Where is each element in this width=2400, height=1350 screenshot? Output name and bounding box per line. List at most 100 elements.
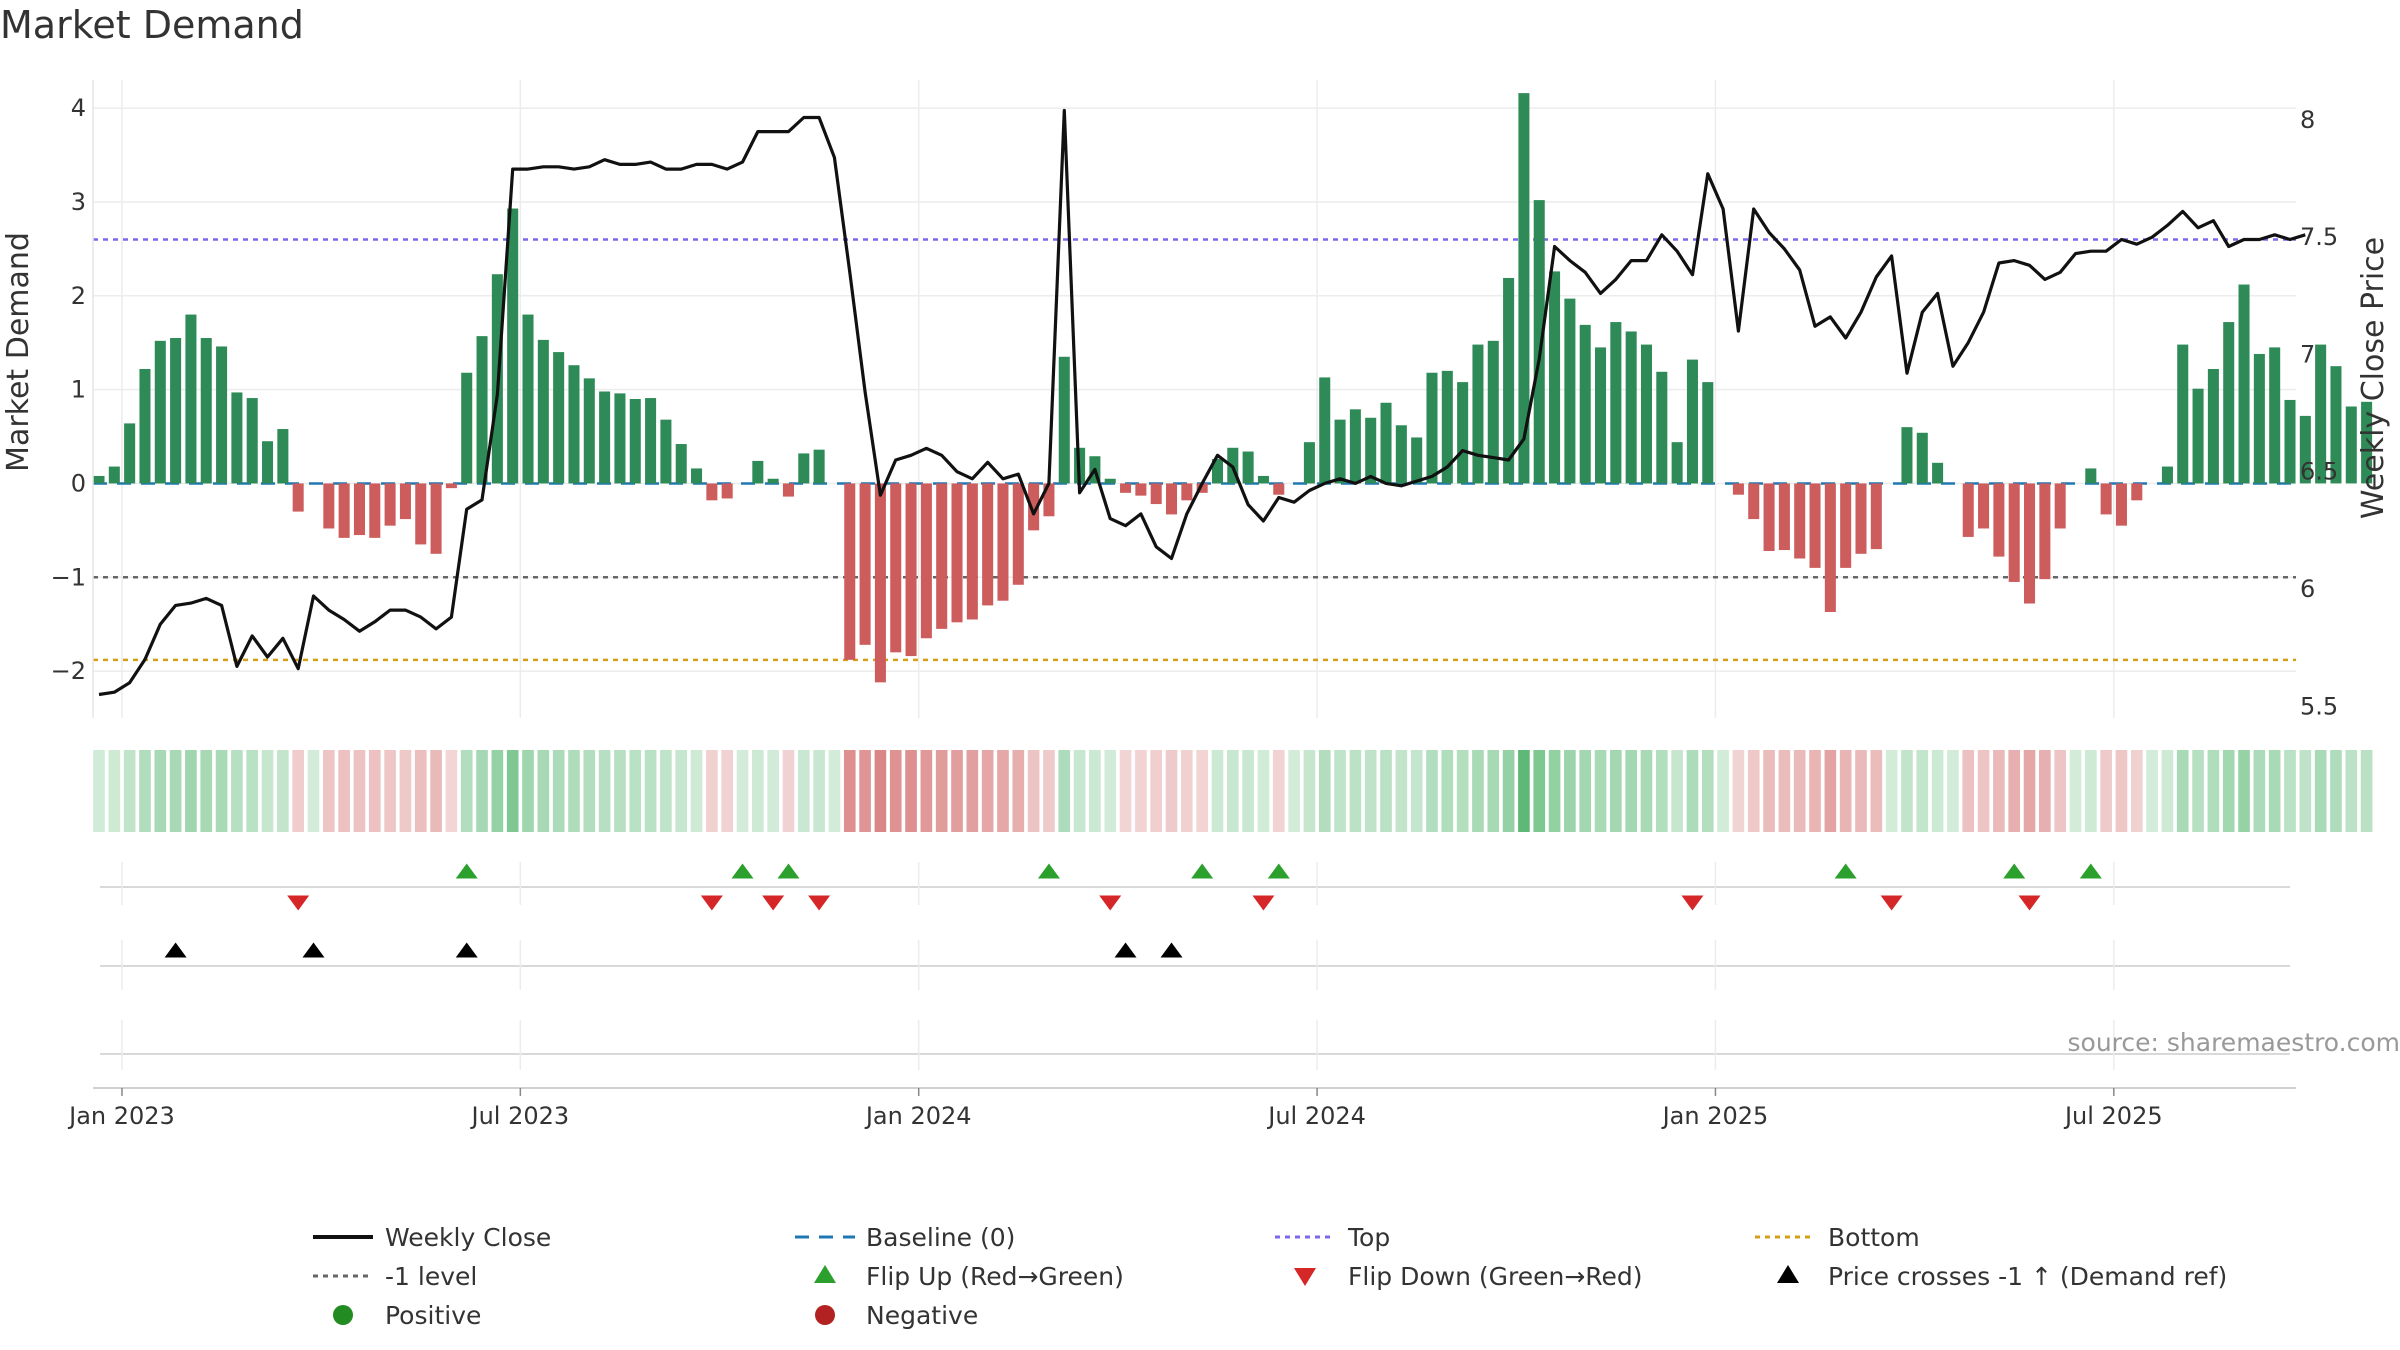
- heat-cell-negative: [1196, 750, 1208, 832]
- heat-cell-negative: [1747, 750, 1760, 832]
- heat-cell-positive: [169, 750, 182, 832]
- flip-down-marker: [808, 895, 831, 911]
- demand-bar-positive: [2253, 353, 2265, 484]
- heat-cell-positive: [1640, 750, 1653, 832]
- demand-bar-positive: [629, 399, 641, 484]
- heat-cell-positive: [2207, 750, 2220, 832]
- flip-up-marker: [1834, 863, 1857, 879]
- demand-bar-negative: [1273, 483, 1285, 495]
- demand-bar-positive: [645, 398, 657, 484]
- heat-cell-positive: [1502, 750, 1515, 832]
- heat-cell-positive: [2360, 750, 2373, 832]
- heat-cell-positive: [2069, 750, 2082, 832]
- y-axis-left-title: Market Demand: [1, 232, 36, 472]
- demand-bar-negative: [1748, 483, 1760, 520]
- demand-bar-negative: [1043, 483, 1055, 517]
- demand-bar-negative: [415, 483, 427, 545]
- demand-bar-negative: [890, 483, 902, 653]
- flip-up-marker: [1037, 863, 1060, 879]
- flip-up-marker: [1267, 863, 1290, 879]
- flip-down-marker: [1099, 895, 1122, 911]
- y-right-tick-label: 7: [2300, 340, 2315, 368]
- heat-cell-positive: [261, 750, 274, 832]
- demand-bar-positive: [691, 468, 703, 484]
- heat-cell-positive: [537, 750, 550, 832]
- demand-bar-negative: [1028, 483, 1040, 531]
- demand-bar-positive: [583, 378, 595, 484]
- demand-bar-negative: [1196, 483, 1208, 493]
- heat-cell-positive: [506, 750, 519, 832]
- flip-down-marker: [1880, 895, 1903, 911]
- heat-cell-positive: [1671, 750, 1683, 832]
- demand-bar-negative: [721, 483, 733, 499]
- heat-cell-negative: [889, 750, 902, 832]
- heat-cell-negative: [966, 750, 979, 832]
- demand-bars: [93, 93, 2373, 683]
- demand-bar-positive: [1533, 200, 1545, 484]
- heat-cell-positive: [1303, 750, 1316, 832]
- demand-bar-positive: [1211, 459, 1223, 484]
- heat-cell-positive: [797, 750, 810, 832]
- demand-bar-negative: [2054, 483, 2066, 529]
- demand-bar-positive: [1472, 344, 1484, 484]
- heat-cell-negative: [1150, 750, 1163, 832]
- demand-bar-negative: [1840, 483, 1852, 568]
- demand-bar-positive: [185, 314, 197, 484]
- y-left-tick-label: 2: [71, 282, 86, 310]
- heat-cell-positive: [2253, 750, 2266, 832]
- price-cross-marker: [455, 942, 478, 958]
- heat-cell-negative: [920, 750, 933, 832]
- heat-cell-positive: [2222, 750, 2235, 832]
- demand-bar-negative: [1962, 483, 1974, 537]
- heat-cell-positive: [476, 750, 488, 832]
- flip-up-marker: [731, 863, 754, 879]
- demand-bar-positive: [2284, 399, 2296, 484]
- heat-cell-positive: [583, 750, 596, 832]
- price-cross-marker: [1160, 942, 1183, 958]
- demand-bar-positive: [200, 338, 212, 484]
- legend-positive: Positive: [385, 1301, 481, 1330]
- heat-cell-negative: [782, 750, 795, 832]
- demand-bar-negative: [1824, 483, 1836, 612]
- heat-cell-positive: [1349, 750, 1362, 832]
- flip-up-marker: [455, 863, 478, 879]
- demand-bar-negative: [1150, 483, 1162, 505]
- heat-cell-positive: [1318, 750, 1331, 832]
- heat-cell-positive: [675, 750, 688, 832]
- heat-cell-positive: [1947, 750, 1959, 832]
- x-tick-label: Jul 2025: [2063, 1102, 2163, 1130]
- heat-cell-positive: [1288, 750, 1300, 832]
- heat-cell-positive: [1686, 750, 1699, 832]
- flip-down-marker: [1252, 895, 1275, 911]
- heat-cell-positive: [614, 750, 626, 832]
- demand-bar-positive: [2330, 366, 2342, 484]
- demand-bar-positive: [231, 392, 243, 484]
- heat-cell-positive: [598, 750, 611, 832]
- heat-cell-negative: [353, 750, 366, 832]
- demand-bar-positive: [93, 475, 105, 484]
- demand-bar-positive: [1549, 271, 1561, 484]
- demand-bar-positive: [2345, 406, 2357, 484]
- heat-cell-positive: [231, 750, 243, 832]
- demand-bar-negative: [1166, 483, 1178, 515]
- heat-cell-negative: [1763, 750, 1775, 832]
- demand-bar-positive: [752, 460, 764, 484]
- demand-bar-positive: [2161, 466, 2173, 484]
- demand-bar-negative: [2131, 483, 2143, 501]
- demand-bar-negative: [1120, 483, 1132, 493]
- demand-bar-positive: [1671, 442, 1683, 484]
- heat-cell-negative: [1993, 750, 2005, 832]
- heat-cell-positive: [1625, 750, 1637, 832]
- heat-cell-negative: [721, 750, 734, 832]
- heat-cell-positive: [2084, 750, 2097, 832]
- source-credit: source: sharemaestro.com: [2068, 1028, 2400, 1057]
- heat-cell-positive: [215, 750, 228, 832]
- demand-bar-positive: [767, 478, 779, 484]
- heat-cell-positive: [522, 750, 534, 832]
- heat-cell-positive: [2192, 750, 2204, 832]
- x-tick-label: Jan 2024: [864, 1102, 972, 1130]
- heat-cell-positive: [1701, 750, 1714, 832]
- legend-positive-dot: [333, 1305, 353, 1325]
- heat-cell-positive: [2176, 750, 2189, 832]
